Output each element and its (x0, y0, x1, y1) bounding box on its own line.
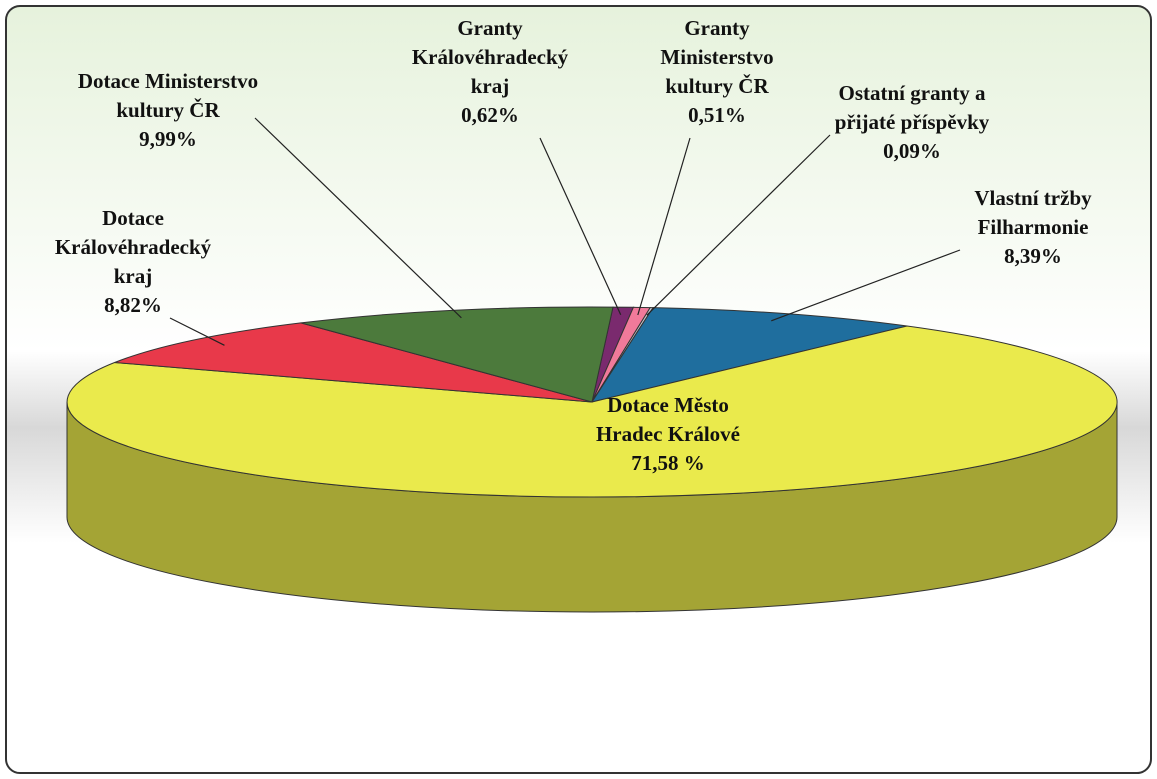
leader-line (169, 317, 225, 346)
leader-line (646, 134, 831, 316)
slice-label: přijaté příspěvky (835, 110, 990, 134)
leader-line (254, 117, 462, 319)
slice-label: Granty (684, 16, 750, 40)
slice-label: Královéhradecký (55, 235, 212, 259)
slice (114, 322, 593, 403)
leader-line (637, 137, 691, 316)
slice-label: Filharmonie (978, 215, 1089, 239)
value-label: 0,62% (461, 103, 519, 127)
slice-label: kraj (114, 264, 153, 288)
slice (590, 307, 908, 403)
slice-label: kraj (471, 74, 510, 98)
slice-label: Ministerstvo (660, 45, 773, 69)
slice-label: Vlastní tržby (974, 186, 1092, 210)
slice-label: kultury ČR (116, 98, 220, 122)
leader-line (771, 249, 961, 322)
leader-line (539, 137, 622, 316)
value-label: 0,51% (688, 103, 746, 127)
slice-label: Královéhradecký (412, 45, 569, 69)
slice-label: Dotace Město (607, 393, 729, 417)
value-label: 0,09% (883, 139, 941, 163)
slice-label: Dotace (102, 206, 164, 230)
value-label: 8,82% (104, 293, 162, 317)
slice (300, 306, 614, 403)
value-label: 9,99% (139, 127, 197, 151)
slice-label: Dotace Ministerstvo (78, 69, 258, 93)
slice-label: Hradec Králové (596, 422, 740, 446)
slice-label: kultury ČR (665, 74, 769, 98)
slice-label: Granty (457, 16, 523, 40)
slice (66, 325, 1118, 498)
value-label: 71,58 % (631, 451, 705, 475)
slice-label: Ostatní granty a (839, 81, 987, 105)
value-label: 8,39% (1004, 244, 1062, 268)
